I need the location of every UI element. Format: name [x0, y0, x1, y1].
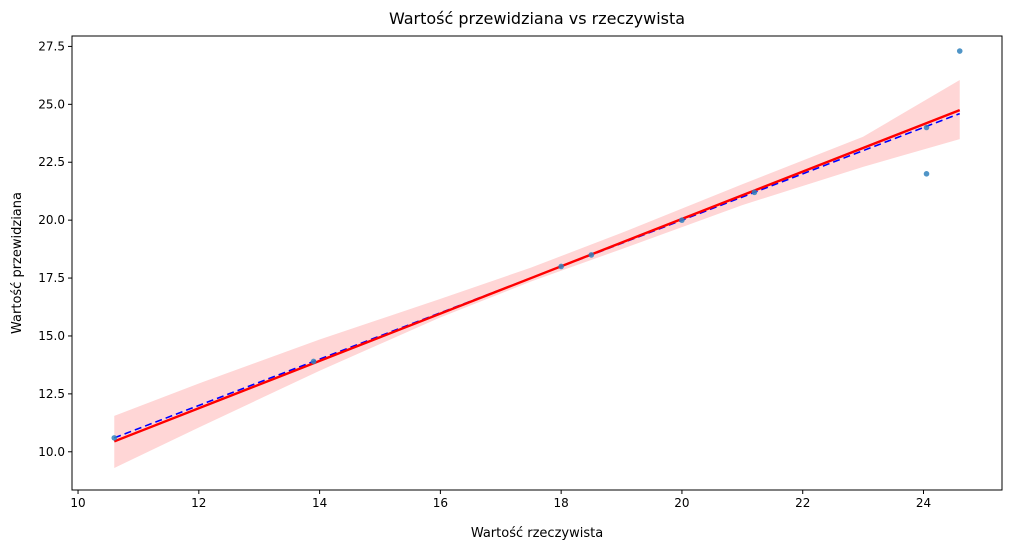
x-tick-label: 18 — [554, 496, 569, 510]
y-tick-label: 20.0 — [38, 213, 65, 227]
y-tick-label: 27.5 — [38, 39, 65, 53]
data-point — [310, 358, 317, 365]
data-point — [588, 252, 595, 258]
x-tick-label: 10 — [70, 496, 85, 510]
x-axis-label: Wartość rzeczywista — [471, 526, 603, 541]
data-point — [956, 48, 963, 54]
x-tick-label: 12 — [191, 496, 206, 510]
confidence-band — [114, 80, 960, 468]
x-axis-ticks: 10 12 14 16 18 20 22 24 — [70, 490, 931, 510]
x-tick-label: 24 — [916, 496, 931, 510]
data-point — [558, 263, 564, 270]
x-tick-label: 20 — [674, 496, 689, 510]
data-point — [111, 435, 118, 441]
y-tick-label: 12.5 — [38, 387, 65, 401]
x-tick-label: 16 — [433, 496, 448, 510]
data-point — [751, 189, 758, 196]
y-tick-label: 15.0 — [38, 329, 65, 343]
y-tick-label: 17.5 — [38, 271, 65, 285]
regression-line — [113, 109, 961, 443]
y-axis-ticks: 10.0 12.5 15.0 17.5 20.0 22.5 25.0 27.5 — [38, 39, 72, 459]
y-tick-label: 25.0 — [38, 97, 65, 111]
x-tick-label: 14 — [312, 496, 327, 510]
confidence-band-layer — [114, 80, 960, 468]
y-axis-label: Wartość przewidziana — [10, 192, 25, 334]
regression-line-layer — [113, 109, 961, 443]
data-point — [679, 217, 685, 223]
points-layer — [111, 48, 963, 441]
x-tick-label: 22 — [795, 496, 810, 510]
y-tick-label: 22.5 — [38, 155, 65, 169]
data-point — [923, 124, 930, 131]
data-point — [923, 171, 930, 177]
chart-title: Wartość przewidziana vs rzeczywista — [389, 9, 685, 28]
plot-frame — [71, 35, 1003, 491]
y-tick-label: 10.0 — [38, 445, 65, 459]
